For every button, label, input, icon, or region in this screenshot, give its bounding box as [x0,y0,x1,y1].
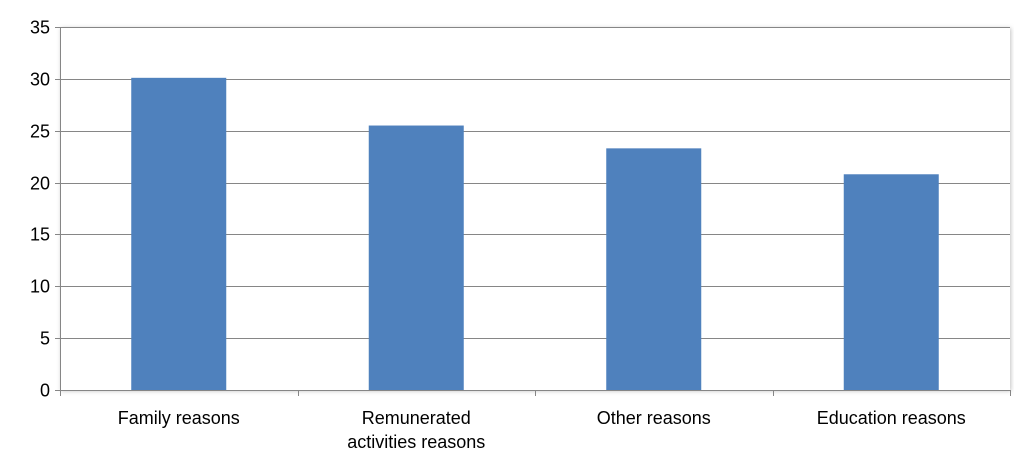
bar [843,174,939,390]
y-tick-label: 5 [40,329,50,349]
axes [55,27,1011,396]
x-category-label: Family reasons [118,408,240,428]
y-tick-label: 0 [40,381,50,401]
y-tick-label: 35 [30,18,50,38]
y-tick-labels: 0 5 10 15 20 25 30 35 [30,18,50,401]
x-category-label: activities reasons [347,432,485,452]
x-category-label: Other reasons [597,408,711,428]
x-category-labels: Family reasons Remunerated activities reas… [118,408,966,452]
x-category-label: Education reasons [817,408,966,428]
bar [368,125,464,391]
y-tick-label: 25 [30,122,50,142]
y-tick-label: 20 [30,174,50,194]
y-tick-label: 15 [30,225,50,245]
bars [131,77,939,391]
bar [606,148,702,390]
bar [131,77,227,390]
x-category-label: Remunerated [362,408,471,428]
y-tick-label: 10 [30,277,50,297]
y-tick-label: 30 [30,70,50,90]
